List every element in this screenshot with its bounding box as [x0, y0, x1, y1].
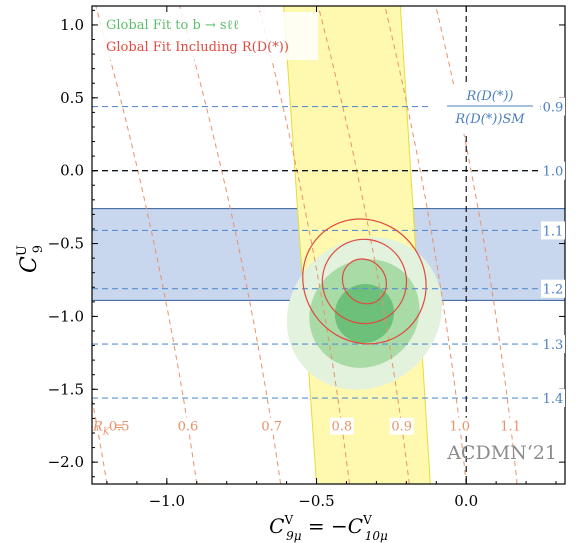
ratio-label-box — [430, 84, 556, 134]
rk-label-box — [447, 417, 472, 435]
rk-label-box — [498, 417, 523, 435]
rk-band-edge — [399, 6, 431, 484]
rd-line-label-box — [541, 161, 565, 180]
rk-label-box — [259, 417, 284, 435]
y-tick-label: 1.0 — [60, 16, 84, 34]
legend-entry: Global Fit Including R(D(*)) — [106, 40, 289, 55]
legend-box — [100, 12, 318, 60]
rk-label: 0.9 — [391, 420, 412, 435]
ratio-label-denominator: R(D(*))SM — [454, 112, 525, 127]
y-tick-label: 0.5 — [60, 89, 84, 107]
rk-contour — [95, 6, 198, 484]
rd-line-label-box — [541, 221, 565, 240]
rk-label-box — [175, 417, 200, 435]
rk-label: 0.5 — [109, 420, 130, 435]
rd-line-label-box — [541, 279, 565, 298]
rk-label: 1.1 — [500, 420, 521, 435]
rd-line-label: 1.1 — [543, 224, 564, 239]
y-tick-label: −0.5 — [48, 235, 84, 253]
rd-line-label: 1.0 — [543, 165, 564, 180]
rk-band-edge — [283, 6, 318, 484]
rk-label-box — [329, 417, 354, 435]
x-tick-label: −1.0 — [149, 492, 185, 510]
fit-rd-contour — [302, 218, 427, 345]
y-tick-label: −1.5 — [48, 380, 84, 398]
y-tick-label: −2.0 — [48, 453, 84, 471]
fit-rd-contour — [321, 238, 408, 325]
x-axis-label: CV 9μ = −CV 10μ — [269, 513, 388, 543]
rd-line-label-box — [541, 97, 565, 116]
ratio-label-numerator: R(D(*)) — [466, 89, 514, 104]
rk-label: 0.7 — [261, 420, 282, 435]
rk-label: 1.0 — [449, 420, 470, 435]
rd-line-label: 1.3 — [543, 338, 564, 353]
rd-line-label-box — [541, 389, 565, 408]
rd-line-label-box — [541, 335, 565, 354]
fit-rd-contour — [341, 258, 387, 305]
rk-prefix: RK = — [92, 420, 125, 438]
rd-line-label: 1.4 — [543, 392, 564, 407]
rd-line-label: 1.2 — [543, 283, 564, 298]
rk-label: 0.8 — [331, 420, 352, 435]
watermark: ACDMN‘21 — [446, 442, 557, 464]
rk-contour — [179, 6, 282, 484]
rk-label-box — [389, 417, 414, 435]
x-tick-label: 0.0 — [454, 492, 478, 510]
rd-line-label: 0.9 — [543, 101, 564, 116]
x-tick-label: −0.5 — [298, 492, 334, 510]
y-tick-label: 0.0 — [60, 162, 84, 180]
legend-entry: Global Fit to b → sℓℓ — [106, 18, 239, 33]
plot-frame — [91, 5, 566, 485]
rk-label: 0.6 — [178, 420, 199, 435]
y-axis-label: CU9 — [15, 245, 46, 273]
y-tick-label: −1.0 — [48, 307, 84, 325]
